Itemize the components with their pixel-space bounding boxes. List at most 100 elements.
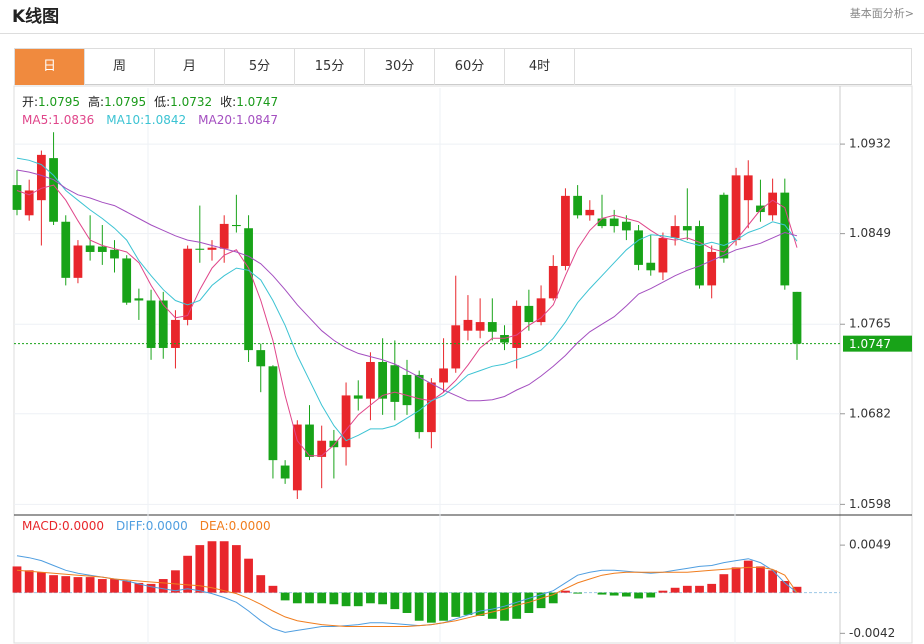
chart-frame	[13, 85, 913, 644]
y-tick-label: 1.0765	[849, 317, 891, 331]
macd-bar	[219, 541, 229, 593]
indicator-line	[16, 566, 798, 627]
candle-body	[768, 192, 778, 216]
legend: MACD:0.0000 DIFF:0.0000 DEA:0.0000	[22, 519, 271, 533]
macd-bar	[573, 592, 583, 594]
macd-bar	[366, 592, 375, 604]
candle-body	[390, 365, 400, 402]
macd-bar	[682, 585, 692, 593]
candle-body	[792, 291, 802, 344]
macd-bar	[329, 592, 339, 605]
legend-name: DEA:	[200, 519, 229, 533]
candle-body	[49, 158, 58, 222]
macd-bar	[475, 592, 485, 616]
legend-value: 1.0732	[170, 95, 212, 109]
macd-bar	[256, 575, 266, 593]
candle-body	[634, 230, 643, 265]
legend-name: MA10:	[106, 113, 144, 127]
macd-bar	[183, 555, 193, 593]
candle-body	[682, 226, 692, 231]
candle-body	[487, 322, 497, 332]
candle-body	[171, 319, 180, 348]
macd-bar	[561, 590, 570, 593]
candle-body	[24, 190, 34, 216]
candle-body	[597, 218, 607, 227]
legend-value: 0.0000	[62, 519, 104, 533]
macd-bar	[122, 580, 132, 593]
legend-value: 1.0842	[144, 113, 186, 127]
macd-bar	[646, 592, 656, 598]
macd-bar	[36, 572, 46, 593]
legend-name: MACD:	[22, 519, 62, 533]
candle-body	[536, 298, 546, 323]
macd-bar	[731, 567, 741, 593]
period-tab[interactable]: 日	[15, 49, 85, 85]
macd-bar	[439, 592, 448, 621]
macd-bar	[780, 580, 790, 593]
candle-body	[207, 247, 217, 250]
legend-name: 收:	[220, 95, 236, 109]
macd-bar	[609, 592, 619, 596]
candle-body	[134, 298, 144, 301]
period-tab[interactable]: 30分	[365, 49, 435, 85]
legend-value: 1.0836	[52, 113, 94, 127]
period-tab[interactable]: 15分	[295, 49, 365, 85]
candle-body	[280, 465, 290, 479]
macd-bar	[634, 592, 643, 599]
legend-name: MA5:	[22, 113, 52, 127]
candle-body	[305, 424, 314, 457]
macd-bar	[414, 592, 424, 621]
period-tab[interactable]: 4时	[505, 49, 575, 85]
candle-body	[85, 245, 95, 252]
macd-bar	[548, 592, 558, 604]
macd-bar	[402, 592, 412, 613]
fundamental-link[interactable]: 基本面分析>	[849, 7, 914, 20]
macd-bar	[244, 558, 253, 593]
candle-body	[353, 395, 363, 399]
candle-body	[426, 382, 436, 433]
candle-body	[573, 195, 583, 216]
candle-body	[609, 218, 619, 227]
candle-body	[378, 361, 388, 399]
candle-body	[402, 374, 412, 406]
indicator-line	[16, 169, 798, 402]
macd-bar	[305, 592, 314, 604]
candle-body	[268, 366, 278, 461]
period-tab[interactable]: 周	[85, 49, 155, 85]
period-tab[interactable]: 60分	[435, 49, 505, 85]
macd-bar	[97, 579, 107, 593]
macd-bar	[719, 574, 729, 593]
macd-bar	[621, 592, 631, 597]
candle-body	[524, 305, 534, 323]
y-tick-label: -0.0042	[849, 626, 895, 640]
period-tab[interactable]: 5分	[225, 49, 295, 85]
macd-bar	[390, 592, 400, 610]
candle-body	[585, 209, 595, 216]
candle-body	[548, 265, 558, 299]
macd-bar	[426, 592, 436, 623]
legend-value: 1.0795	[104, 95, 146, 109]
candle-body	[97, 246, 107, 252]
macd-bar	[49, 575, 58, 593]
period-tab[interactable]: 月	[155, 49, 225, 85]
legend-value: 0.0000	[229, 519, 271, 533]
macd-bar	[378, 592, 388, 605]
last-price-label: 1.0747	[849, 337, 891, 351]
candle-body	[183, 248, 193, 320]
legend-name: 低:	[154, 95, 170, 109]
macd-bar	[195, 545, 205, 593]
candle-body	[244, 228, 253, 351]
macd-bar	[353, 592, 363, 607]
legend-value: 1.0795	[38, 95, 80, 109]
macd-bar	[768, 570, 778, 593]
indicator-line	[16, 555, 798, 633]
macd-bar	[61, 576, 71, 593]
candle-body	[292, 424, 302, 491]
macd-bar	[463, 592, 473, 615]
candle-body	[231, 224, 241, 227]
candle-body	[36, 154, 46, 201]
macd-bar	[158, 579, 168, 593]
macd-bar	[171, 570, 180, 593]
